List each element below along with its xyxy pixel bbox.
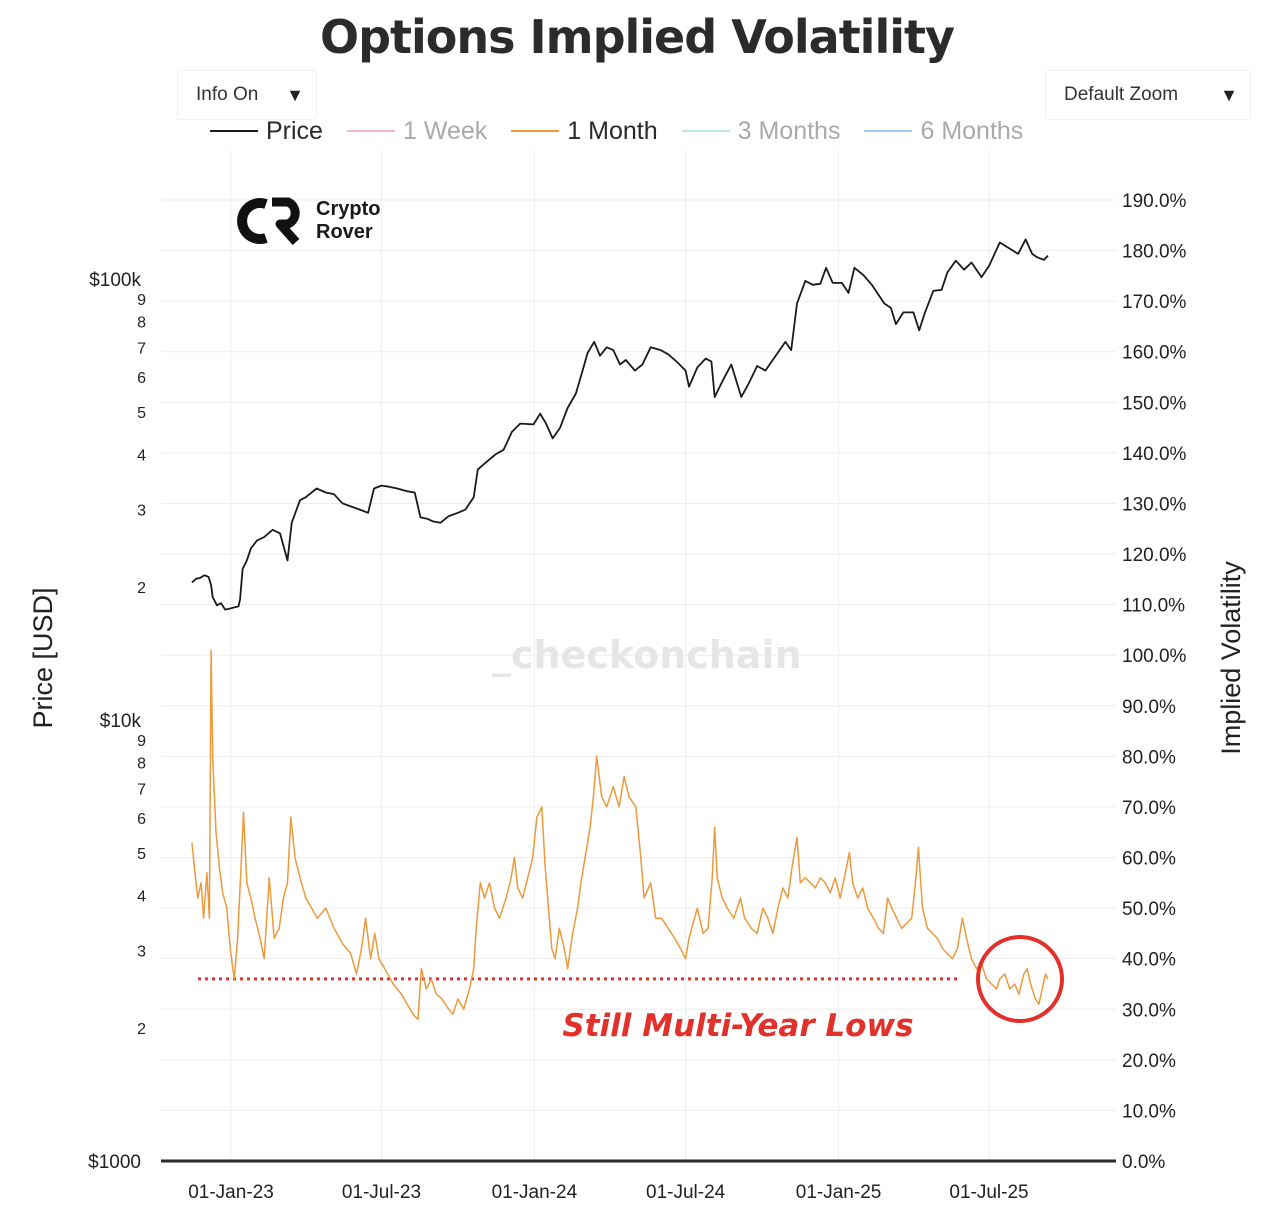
logo-line-2: Rover xyxy=(316,221,373,243)
y-left-minor-tick-label: 9 xyxy=(137,292,146,309)
y-left-minor-tick-label: 5 xyxy=(137,405,146,422)
legend-swatch-1-month xyxy=(511,130,560,132)
y-right-tick-label: 30.0% xyxy=(1122,1000,1176,1021)
legend-label-6-months: 6 Months xyxy=(920,116,1024,145)
chart-legend: Price 1 Week 1 Month 3 Months 6 Months xyxy=(210,114,1047,148)
y-left-minor-tick-label: 3 xyxy=(137,503,146,520)
crypto-rover-logo: Crypto Rover xyxy=(236,196,380,246)
series-line-1-month xyxy=(191,649,1049,1021)
y-left-minor-tick-label: 4 xyxy=(137,888,146,905)
y-right-tick-label: 60.0% xyxy=(1122,849,1176,870)
y-right-axis-title: Implied Volatility xyxy=(1216,561,1246,755)
y-left-major-tick-label: $10k xyxy=(100,711,142,732)
y-right-tick-label: 170.0% xyxy=(1122,292,1187,313)
legend-swatch-price xyxy=(210,130,258,132)
annotation-text: Still Multi-Year Lows xyxy=(562,1008,913,1044)
logo-text: Crypto Rover xyxy=(316,198,380,244)
y-left-minor-tick-label: 3 xyxy=(137,944,146,961)
x-tick-label: 01-Jan-24 xyxy=(492,1182,578,1203)
legend-item-price[interactable]: Price xyxy=(210,117,323,146)
y-right-tick-label: 130.0% xyxy=(1122,494,1187,515)
x-tick-label: 01-Jan-23 xyxy=(188,1182,274,1203)
y-left-major-tick-label: $100k xyxy=(89,270,141,291)
grid-lines xyxy=(161,150,1116,1162)
legend-swatch-1-week xyxy=(346,130,395,132)
y-right-tick-label: 10.0% xyxy=(1122,1101,1176,1122)
x-axis-ticks: 01-Jan-23 01-Jul-23 01-Jan-24 01-Jul-24 01-J… xyxy=(188,1182,1028,1203)
y-right-tick-label: 160.0% xyxy=(1122,343,1187,364)
left-axis-ticks: $1000 $10k $100k 2 3 4 5 6 7 8 9 2 3 4 5 6 7 8 9 xyxy=(88,270,146,1173)
x-tick-label: 01-Jul-24 xyxy=(646,1182,726,1203)
right-axis-ticks: 0.0% 10.0% 20.0% 30.0% 40.0% 50.0% 60.0% 70.0% 8… xyxy=(1122,191,1187,1173)
chart-title: Options Implied Volatility xyxy=(320,10,955,64)
legend-item-1-month[interactable]: 1 Month xyxy=(511,116,658,146)
legend-label-3-months: 3 Months xyxy=(737,116,841,145)
y-left-minor-tick-label: 6 xyxy=(137,370,146,387)
y-right-tick-label: 40.0% xyxy=(1122,950,1176,971)
y-left-major-tick-label: $1000 xyxy=(88,1152,141,1173)
legend-swatch-3-months xyxy=(681,130,730,132)
y-left-minor-tick-label: 5 xyxy=(137,846,146,863)
y-left-minor-tick-label: 2 xyxy=(137,1021,146,1038)
y-right-tick-label: 90.0% xyxy=(1122,697,1176,718)
y-right-tick-label: 110.0% xyxy=(1122,596,1185,617)
y-right-tick-label: 50.0% xyxy=(1122,899,1176,920)
series-line-price xyxy=(191,238,1049,611)
y-left-axis-title: Price [USD] xyxy=(28,587,58,728)
crypto-rover-logo-icon xyxy=(237,197,300,245)
series-group xyxy=(191,238,1049,1021)
y-right-tick-label: 80.0% xyxy=(1122,747,1176,768)
legend-item-6-months[interactable]: 6 Months xyxy=(864,117,1023,146)
y-right-tick-label: 20.0% xyxy=(1122,1051,1176,1072)
watermark-text: _checkonchain xyxy=(492,633,802,677)
y-left-minor-tick-label: 7 xyxy=(137,340,146,357)
y-left-minor-tick-label: 9 xyxy=(137,733,146,750)
y-right-tick-label: 120.0% xyxy=(1122,545,1187,566)
info-dropdown-value: Info On xyxy=(196,84,259,105)
x-tick-label: 01-Jan-25 xyxy=(796,1182,882,1203)
y-left-minor-tick-label: 8 xyxy=(137,756,146,773)
zoom-dropdown[interactable]: Default Zoom ▼ xyxy=(1045,70,1251,120)
y-left-minor-tick-label: 7 xyxy=(137,781,146,798)
y-left-minor-tick-label: 6 xyxy=(137,811,146,828)
y-right-tick-label: 100.0% xyxy=(1122,646,1187,667)
info-dropdown[interactable]: Info On ▼ xyxy=(177,70,317,120)
highlight-circle xyxy=(976,935,1064,1023)
legend-label-price: Price xyxy=(266,116,323,145)
y-right-tick-label: 140.0% xyxy=(1122,444,1187,465)
chevron-down-icon: ▼ xyxy=(1220,84,1238,105)
y-right-tick-label: 180.0% xyxy=(1122,242,1187,263)
legend-item-3-months[interactable]: 3 Months xyxy=(681,116,841,146)
y-right-tick-label: 150.0% xyxy=(1122,393,1187,414)
y-right-tick-label: 190.0% xyxy=(1122,191,1187,212)
x-tick-label: 01-Jul-23 xyxy=(342,1182,421,1203)
y-left-minor-tick-label: 8 xyxy=(137,315,146,332)
chevron-down-icon: ▼ xyxy=(286,84,304,105)
legend-label-1-week: 1 Week xyxy=(402,116,488,145)
x-tick-label: 01-Jul-25 xyxy=(949,1182,1028,1203)
y-left-minor-tick-label: 2 xyxy=(137,580,146,597)
legend-item-1-week[interactable]: 1 Week xyxy=(346,116,488,146)
zoom-dropdown-value: Default Zoom xyxy=(1064,84,1179,105)
legend-swatch-6-months xyxy=(864,130,913,132)
y-left-minor-tick-label: 4 xyxy=(137,447,146,464)
y-right-tick-label: 70.0% xyxy=(1122,798,1176,819)
logo-line-1: Crypto xyxy=(316,198,381,220)
y-right-tick-label: 0.0% xyxy=(1122,1152,1165,1173)
legend-label-1-month: 1 Month xyxy=(567,116,658,145)
